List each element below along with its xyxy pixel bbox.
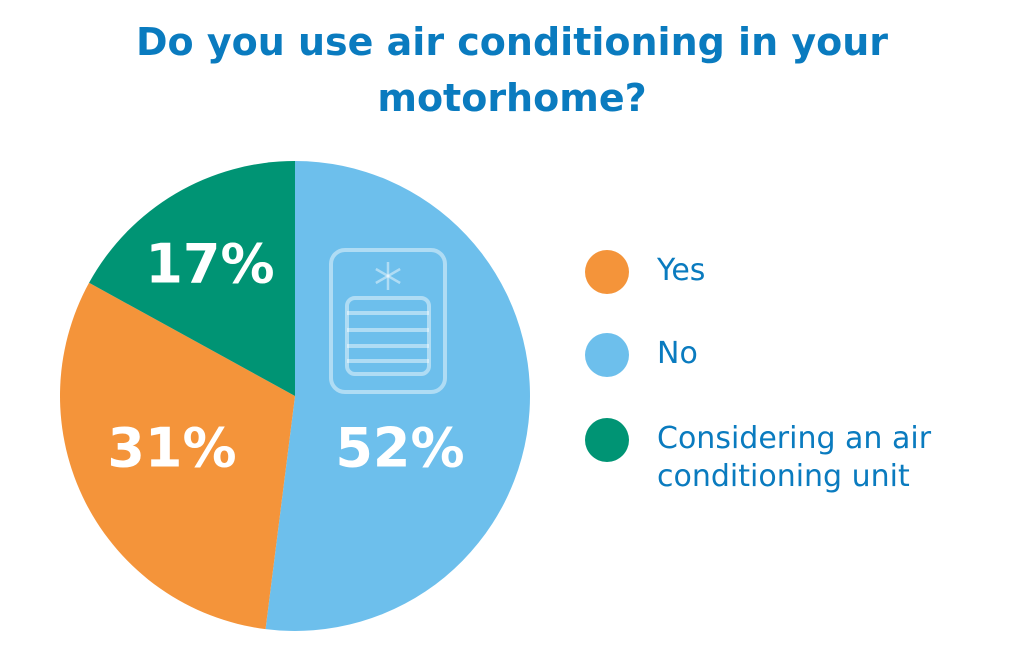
legend-label: Yes [657, 253, 706, 288]
chart-title: Do you use air conditioning in your moto… [135, 20, 889, 120]
ac-icon [329, 248, 447, 394]
icon-frame [329, 248, 447, 394]
legend-label: Considering an air conditioning unit [657, 421, 932, 494]
legend-swatch [585, 418, 629, 462]
pie-slice [89, 161, 295, 396]
icon-grille [345, 296, 431, 376]
value-label: 31% [107, 417, 236, 480]
icon-snowflake [375, 267, 401, 285]
icon-snowflake [375, 267, 401, 285]
legend-swatch [585, 250, 629, 294]
legend-swatch [585, 333, 629, 377]
pie-slice [60, 282, 295, 630]
legend-label: No [657, 336, 698, 371]
pie-slice [265, 161, 530, 631]
value-label: 17% [145, 233, 274, 296]
value-label: 52% [335, 417, 464, 480]
